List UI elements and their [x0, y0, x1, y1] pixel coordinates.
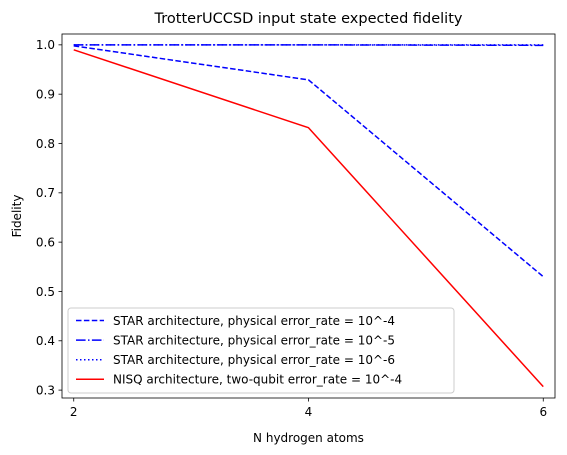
- legend-label-1: STAR architecture, physical error_rate =…: [113, 314, 395, 328]
- y-axis-label: Fidelity: [10, 195, 24, 238]
- y-tick-label: 0.8: [36, 137, 55, 151]
- x-tick-label: 4: [305, 405, 313, 419]
- y-tick-label: 1.0: [36, 38, 55, 52]
- y-tick-label: 0.9: [36, 87, 55, 101]
- legend-label-2: STAR architecture, physical error_rate =…: [113, 333, 395, 347]
- axis-ticks: 2 4 6 0.3 0.4 0.5 0.6 0.7 0.8 0.9 1.0: [36, 38, 547, 419]
- y-tick-label: 0.5: [36, 285, 55, 299]
- x-axis-label: N hydrogen atoms: [253, 431, 364, 445]
- x-tick-label: 6: [539, 405, 547, 419]
- legend-label-4: NISQ architecture, two-qubit error_rate …: [113, 373, 402, 387]
- y-tick-label: 0.6: [36, 235, 55, 249]
- series-line-1: [73, 45, 544, 278]
- series-line-4: [73, 49, 544, 388]
- chart-title: TrotterUCCSD input state expected fideli…: [154, 11, 463, 27]
- y-tick-label: 0.4: [36, 334, 55, 348]
- x-tick-label: 2: [70, 405, 78, 419]
- y-tick-label: 0.3: [36, 383, 55, 397]
- legend: STAR architecture, physical error_rate =…: [67, 307, 455, 394]
- legend-box: [67, 307, 455, 394]
- legend-label-3: STAR architecture, physical error_rate =…: [113, 353, 395, 367]
- y-tick-label: 0.7: [36, 186, 55, 200]
